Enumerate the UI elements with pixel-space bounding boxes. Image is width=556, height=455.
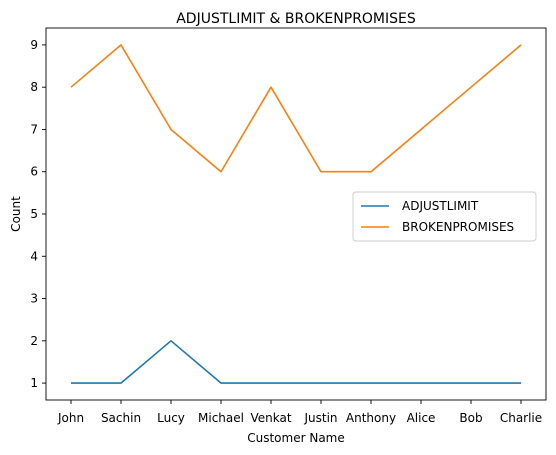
x-axis-ticks: John Sachin Lucy Michael Venkat Justin Anthony… [57, 400, 542, 425]
x-tick-label: Charlie [500, 411, 542, 425]
legend-label-adjustlimit: ADJUSTLIMIT [402, 199, 479, 213]
y-tick-label: 4 [30, 249, 38, 263]
y-tick-label: 3 [30, 292, 38, 306]
chart-title: ADJUSTLIMIT & BROKENPROMISES [176, 11, 416, 27]
series-line-brokenpromises [71, 45, 521, 172]
y-axis-ticks: 1 2 3 4 5 6 7 8 9 [30, 38, 46, 390]
x-axis-label: Customer Name [247, 431, 345, 445]
x-tick-label: Anthony [346, 411, 396, 425]
legend-label-brokenpromises: BROKENPROMISES [402, 220, 514, 234]
y-tick-label: 5 [30, 207, 38, 221]
legend: ADJUSTLIMIT BROKENPROMISES [353, 192, 536, 241]
x-tick-label: Michael [198, 411, 244, 425]
x-tick-label: John [57, 411, 84, 425]
y-tick-label: 9 [30, 38, 38, 52]
y-tick-label: 2 [30, 334, 38, 348]
y-tick-label: 8 [30, 80, 38, 94]
series-line-adjustlimit [71, 341, 521, 383]
x-tick-label: Justin [303, 411, 337, 425]
x-tick-label: Lucy [157, 411, 185, 425]
x-tick-label: Venkat [250, 411, 291, 425]
y-tick-label: 1 [30, 376, 38, 390]
y-axis-label: Count [9, 196, 23, 232]
y-tick-label: 6 [30, 165, 38, 179]
x-tick-label: Bob [459, 411, 482, 425]
y-tick-label: 7 [30, 122, 38, 136]
x-tick-label: Alice [407, 411, 436, 425]
x-tick-label: Sachin [101, 411, 141, 425]
